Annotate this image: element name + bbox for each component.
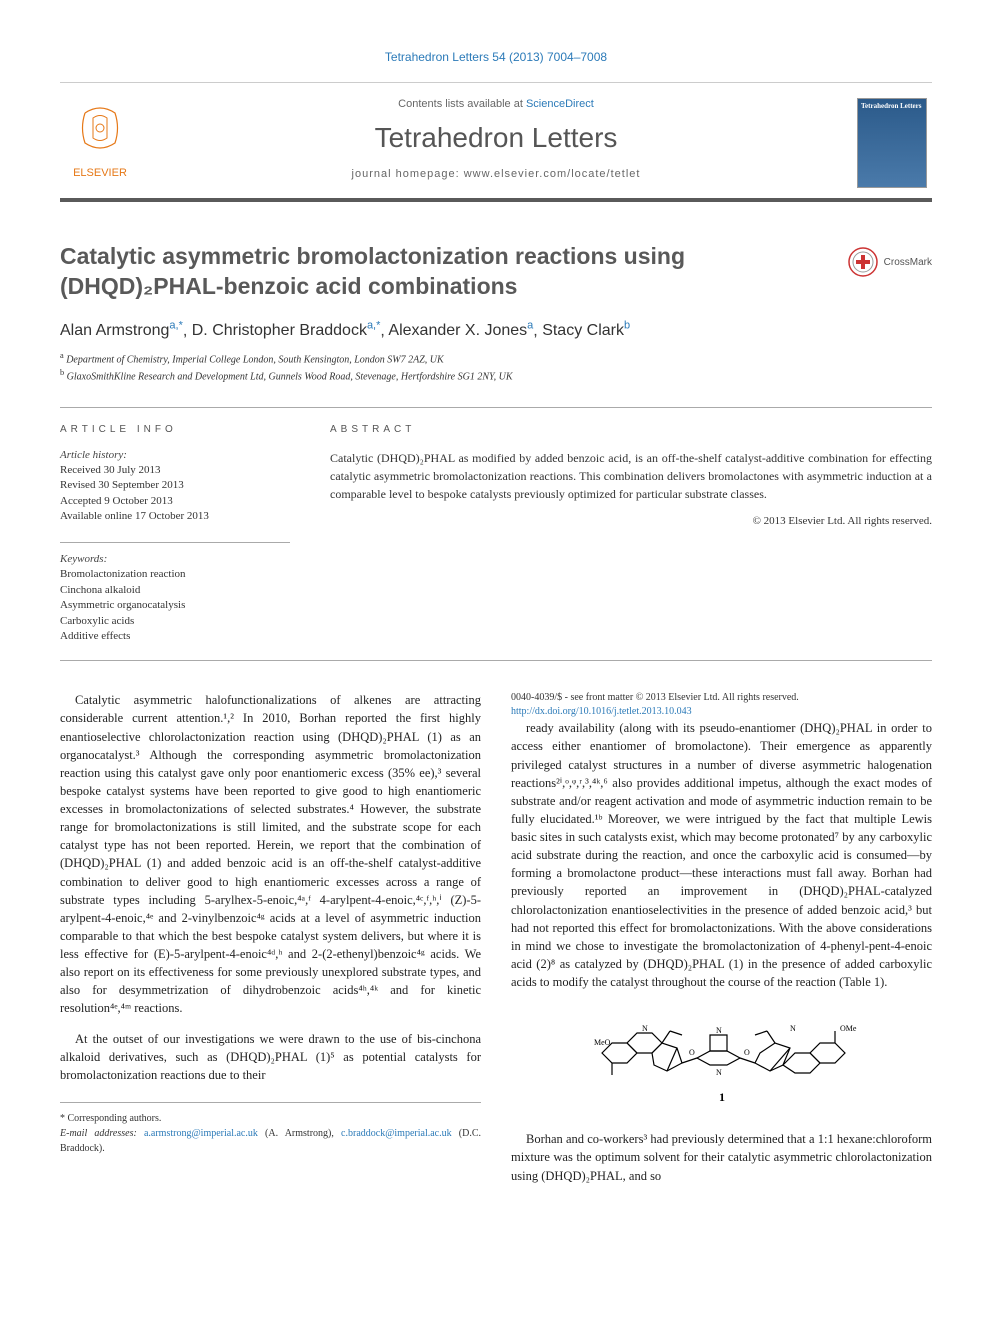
homepage-prefix: journal homepage: — [352, 168, 464, 180]
corresponding-note: * Corresponding authors. — [60, 1111, 481, 1126]
chemical-structure: MeO OMe N N N O O N 1 — [511, 1003, 932, 1118]
homepage-url[interactable]: www.elsevier.com/locate/tetlet — [464, 168, 641, 180]
svg-text:N: N — [790, 1024, 796, 1033]
body-paragraph: ready availability (along with its pseud… — [511, 719, 932, 991]
citation-line[interactable]: Tetrahedron Letters 54 (2013) 7004–7008 — [60, 50, 932, 64]
sciencedirect-link[interactable]: ScienceDirect — [526, 98, 594, 110]
body-paragraph: At the outset of our investigations we w… — [60, 1030, 481, 1084]
crossmark-icon — [848, 247, 878, 277]
author[interactable]: D. Christopher Braddocka,* — [192, 322, 381, 339]
crossmark-badge[interactable]: CrossMark — [848, 247, 932, 277]
svg-text:N: N — [642, 1024, 648, 1033]
header-center: Contents lists available at ScienceDirec… — [150, 93, 842, 195]
history-item: Revised 30 September 2013 — [60, 478, 290, 493]
abstract-copyright: © 2013 Elsevier Ltd. All rights reserved… — [330, 515, 932, 527]
authors-line: Alan Armstronga,*, D. Christopher Braddo… — [60, 320, 932, 340]
affiliation: b GlaxoSmithKline Research and Developme… — [60, 367, 932, 384]
body-text: Catalytic asymmetric halofunctionalizati… — [60, 691, 932, 1185]
keyword: Carboxylic acids — [60, 614, 290, 629]
journal-header: ELSEVIER Contents lists available at Sci… — [60, 82, 932, 202]
svg-text:O: O — [689, 1048, 695, 1057]
affiliations: a Department of Chemistry, Imperial Coll… — [60, 350, 932, 385]
structure-label: 1 — [719, 1090, 725, 1104]
history-label: Article history: — [60, 449, 290, 461]
divider — [60, 660, 932, 661]
svg-text:O: O — [744, 1048, 750, 1057]
homepage-line: journal homepage: www.elsevier.com/locat… — [150, 168, 842, 180]
history-item: Accepted 9 October 2013 — [60, 494, 290, 509]
keywords-section: Keywords: Bromolactonization reaction Ci… — [60, 542, 290, 644]
keyword: Additive effects — [60, 629, 290, 644]
keyword: Cinchona alkaloid — [60, 583, 290, 598]
article-info-column: ARTICLE INFO Article history: Received 3… — [60, 424, 290, 645]
footer-block: 0040-4039/$ - see front matter © 2013 El… — [511, 691, 932, 719]
structure-svg: MeO OMe N N N O O N 1 — [582, 1003, 862, 1113]
email-author: (A. Armstrong), — [265, 1128, 334, 1139]
abstract-column: ABSTRACT Catalytic (DHQD)₂PHAL as modifi… — [330, 424, 932, 645]
doi-link[interactable]: http://dx.doi.org/10.1016/j.tetlet.2013.… — [511, 706, 692, 717]
footnotes: * Corresponding authors. E-mail addresse… — [60, 1102, 481, 1156]
keywords-label: Keywords: — [60, 553, 290, 565]
email-line: E-mail addresses: a.armstrong@imperial.a… — [60, 1126, 481, 1156]
journal-name: Tetrahedron Letters — [150, 122, 842, 154]
author[interactable]: Stacy Clarkb — [542, 322, 630, 339]
email-label: E-mail addresses: — [60, 1128, 137, 1139]
svg-text:N: N — [716, 1068, 722, 1077]
keyword: Asymmetric organocatalysis — [60, 598, 290, 613]
title-section: Catalytic asymmetric bromolactonization … — [60, 242, 932, 302]
article-title: Catalytic asymmetric bromolactonization … — [60, 242, 818, 302]
elsevier-logo[interactable]: ELSEVIER — [65, 98, 135, 187]
email-link[interactable]: c.braddock@imperial.ac.uk — [341, 1128, 452, 1139]
keyword: Bromolactonization reaction — [60, 567, 290, 582]
contents-available: Contents lists available at ScienceDirec… — [150, 98, 842, 110]
page-root: Tetrahedron Letters 54 (2013) 7004–7008 … — [0, 0, 992, 1235]
article-info-heading: ARTICLE INFO — [60, 424, 290, 435]
affiliation: a Department of Chemistry, Imperial Coll… — [60, 350, 932, 367]
svg-text:N: N — [716, 1026, 722, 1035]
abstract-heading: ABSTRACT — [330, 424, 932, 435]
svg-text:MeO: MeO — [594, 1038, 611, 1047]
history-item: Available online 17 October 2013 — [60, 509, 290, 524]
author[interactable]: Alexander X. Jonesa — [388, 322, 533, 339]
svg-text:ELSEVIER: ELSEVIER — [73, 167, 127, 179]
journal-cover-thumbnail[interactable]: Tetrahedron Letters — [857, 98, 927, 188]
issn-line: 0040-4039/$ - see front matter © 2013 El… — [511, 691, 932, 705]
divider — [60, 407, 932, 408]
contents-prefix: Contents lists available at — [398, 98, 526, 110]
abstract-text: Catalytic (DHQD)₂PHAL as modified by add… — [330, 449, 932, 503]
svg-text:OMe: OMe — [840, 1024, 857, 1033]
cover-title: Tetrahedron Letters — [861, 102, 923, 110]
email-link[interactable]: a.armstrong@imperial.ac.uk — [144, 1128, 258, 1139]
body-paragraph: Catalytic asymmetric halofunctionalizati… — [60, 691, 481, 1017]
info-abstract-row: ARTICLE INFO Article history: Received 3… — [60, 424, 932, 645]
history-item: Received 30 July 2013 — [60, 463, 290, 478]
crossmark-label: CrossMark — [884, 257, 932, 268]
body-paragraph: Borhan and co-workers³ had previously de… — [511, 1130, 932, 1184]
author[interactable]: Alan Armstronga,* — [60, 322, 183, 339]
